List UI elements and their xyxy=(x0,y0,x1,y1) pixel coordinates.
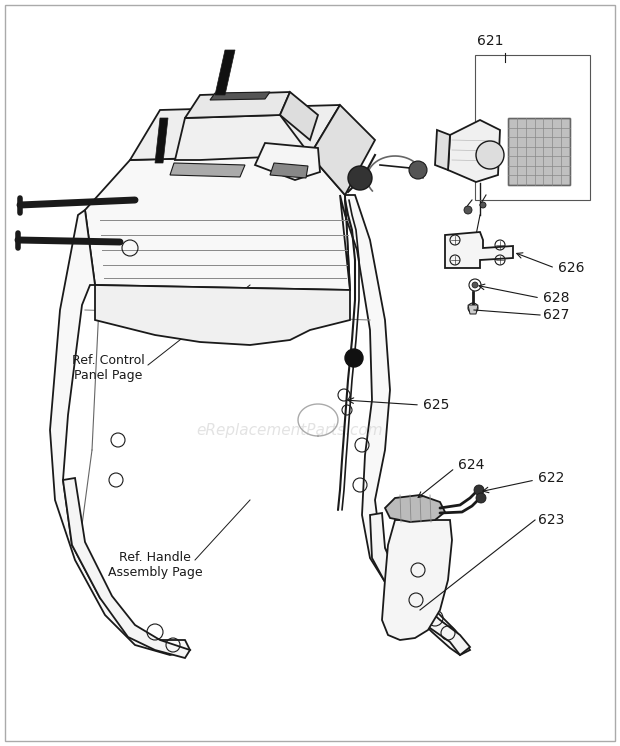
Circle shape xyxy=(476,493,486,503)
Polygon shape xyxy=(385,495,445,522)
Text: 626: 626 xyxy=(558,261,585,275)
Polygon shape xyxy=(468,305,478,314)
Polygon shape xyxy=(130,105,340,160)
Bar xyxy=(508,118,570,185)
Text: 623: 623 xyxy=(538,513,564,527)
Polygon shape xyxy=(382,520,452,640)
Text: 628: 628 xyxy=(543,291,570,305)
Polygon shape xyxy=(270,163,308,178)
Text: 627: 627 xyxy=(543,308,569,322)
Text: Ref. Control
Panel Page: Ref. Control Panel Page xyxy=(72,354,144,382)
Circle shape xyxy=(474,485,484,495)
Circle shape xyxy=(409,161,427,179)
Polygon shape xyxy=(185,92,290,118)
Polygon shape xyxy=(95,285,350,345)
Polygon shape xyxy=(370,513,470,655)
Polygon shape xyxy=(50,210,190,655)
Polygon shape xyxy=(155,118,168,163)
Circle shape xyxy=(464,206,472,214)
Polygon shape xyxy=(175,115,310,160)
Circle shape xyxy=(472,282,478,288)
Polygon shape xyxy=(310,105,375,195)
Text: eReplacementParts.com: eReplacementParts.com xyxy=(197,422,383,437)
Text: 622: 622 xyxy=(538,471,564,485)
Polygon shape xyxy=(435,130,450,170)
Text: 621: 621 xyxy=(477,34,503,48)
Polygon shape xyxy=(280,92,318,140)
Text: 625: 625 xyxy=(423,398,450,412)
Circle shape xyxy=(345,349,363,367)
Polygon shape xyxy=(85,155,350,290)
Polygon shape xyxy=(445,232,513,268)
Polygon shape xyxy=(255,143,320,180)
Polygon shape xyxy=(215,50,235,95)
Circle shape xyxy=(480,202,486,208)
Text: 624: 624 xyxy=(458,458,484,472)
Circle shape xyxy=(348,166,372,190)
Circle shape xyxy=(476,141,504,169)
Polygon shape xyxy=(210,92,270,100)
Polygon shape xyxy=(340,195,470,655)
Polygon shape xyxy=(170,163,245,177)
Polygon shape xyxy=(63,478,190,658)
Text: Ref. Handle
Assembly Page: Ref. Handle Assembly Page xyxy=(108,551,202,579)
Polygon shape xyxy=(448,120,500,182)
